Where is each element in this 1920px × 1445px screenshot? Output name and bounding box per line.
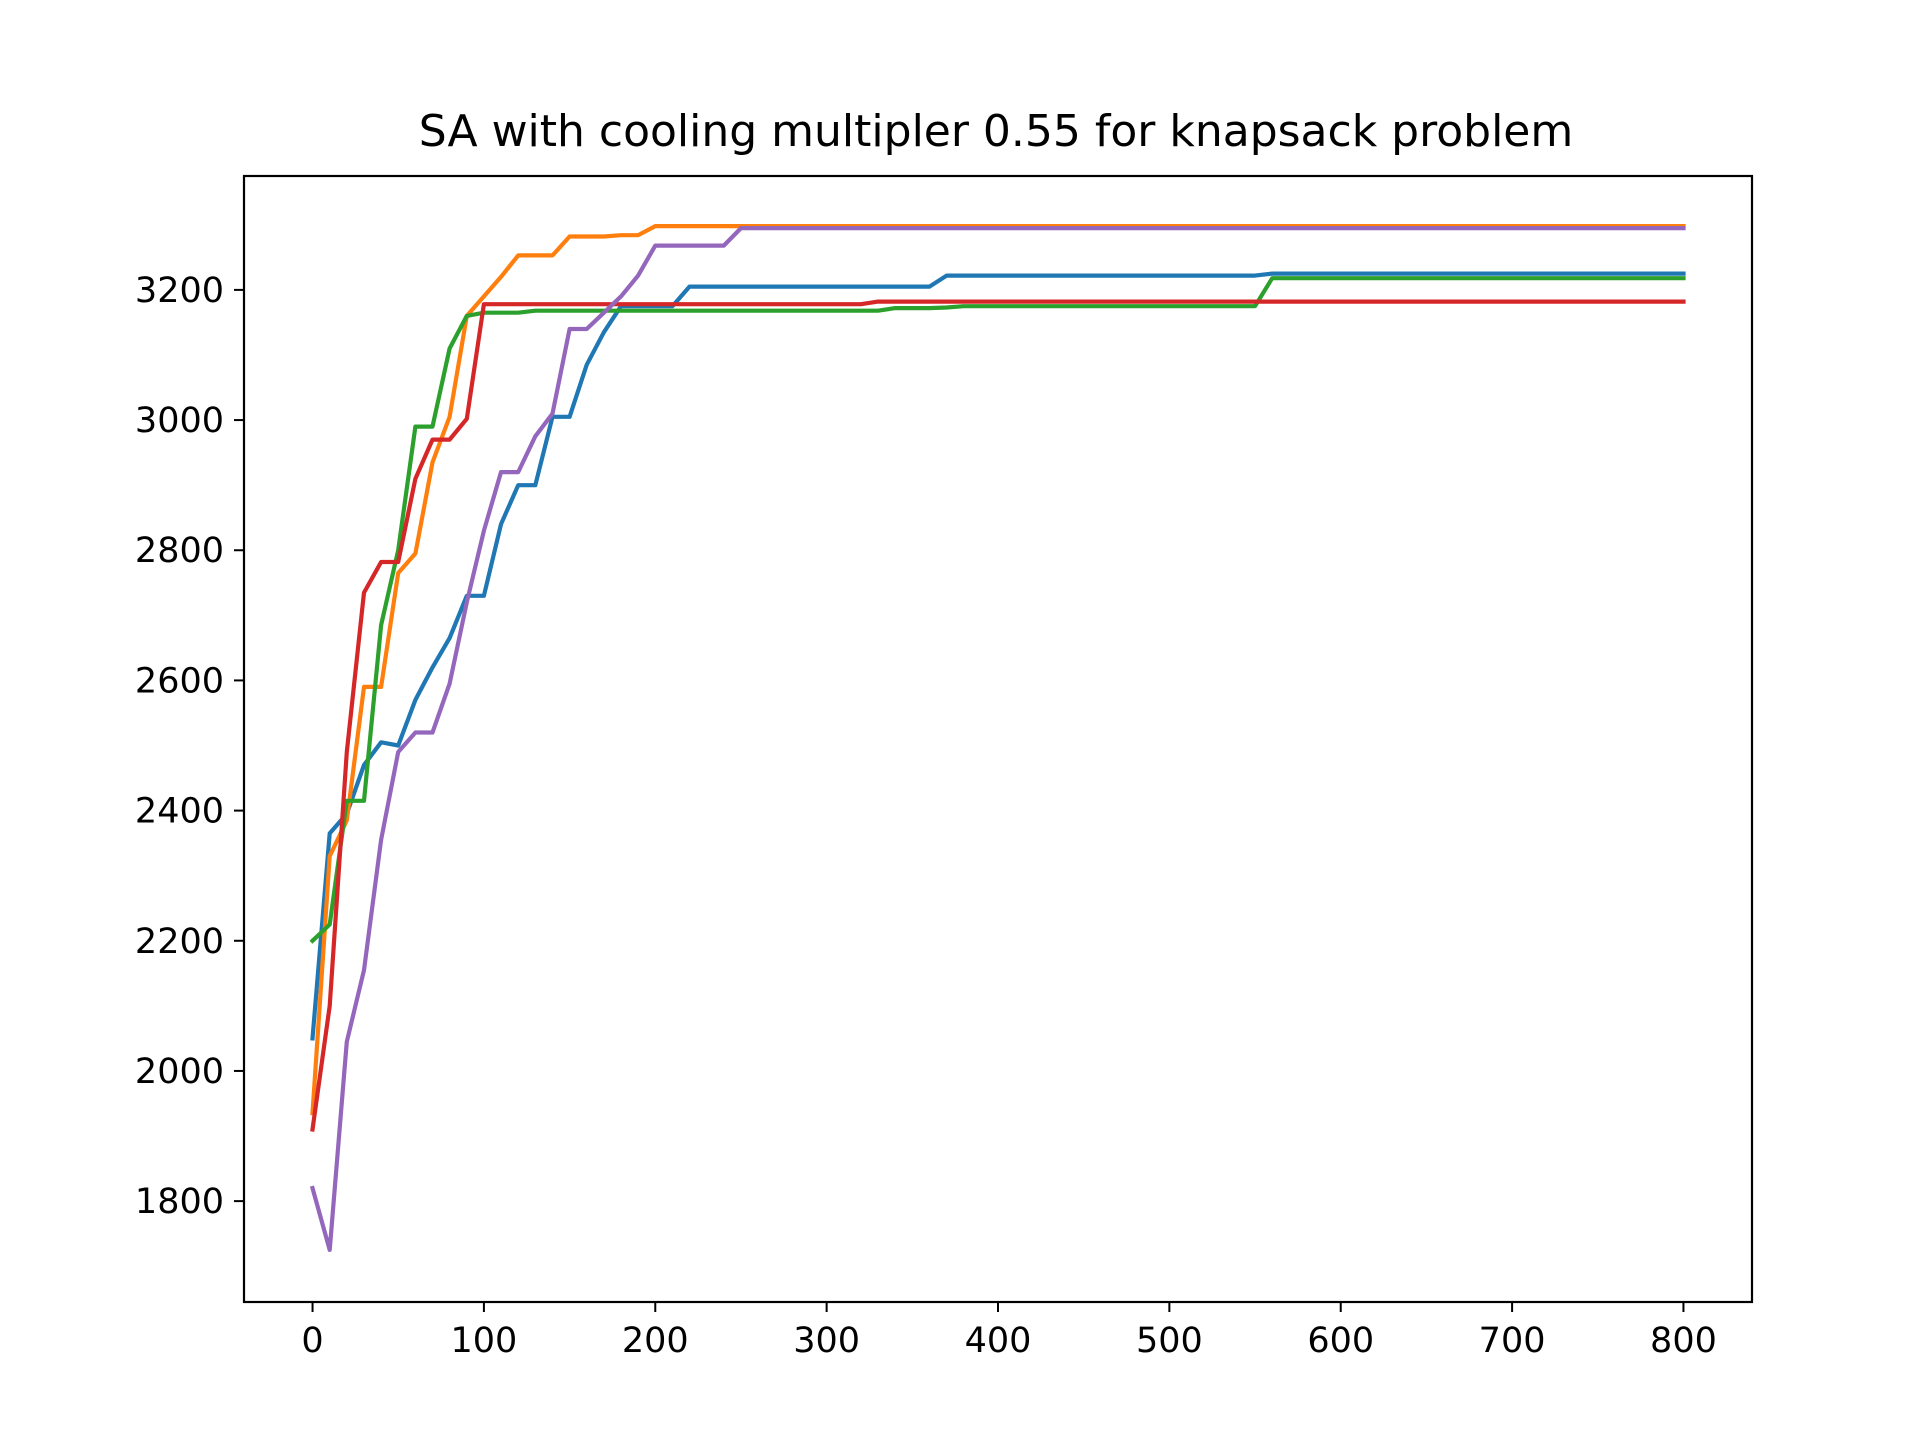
x-tick-label: 300: [793, 1321, 860, 1361]
series-line-4: [310, 299, 1686, 1132]
series-line-1: [310, 271, 1686, 1041]
y-tick-label: 3000: [135, 401, 224, 441]
x-tick-label: 600: [1307, 1321, 1374, 1361]
y-tick-label: 2600: [135, 661, 224, 701]
x-tick-label: 200: [622, 1321, 689, 1361]
x-tick-label: 400: [965, 1321, 1032, 1361]
x-tick-label: 0: [301, 1321, 323, 1361]
series-line-3: [309, 276, 1686, 944]
y-tick-label: 1800: [135, 1182, 224, 1222]
x-tick-label: 100: [451, 1321, 518, 1361]
x-tick-label: 700: [1479, 1321, 1546, 1361]
x-tick-label: 500: [1136, 1321, 1203, 1361]
y-tick-label: 3200: [135, 271, 224, 311]
y-tick-label: 2200: [135, 922, 224, 962]
chart-title: SA with cooling multipler 0.55 for knaps…: [419, 106, 1574, 157]
plot-area: 0 100 200 300 400 500 600 700 800 1800 2000 2200 240…: [135, 174, 1754, 1361]
y-tick-label: 2800: [135, 531, 224, 571]
x-tick-label: 800: [1650, 1321, 1717, 1361]
y-tick-label: 2400: [135, 792, 224, 832]
y-tick-label: 2000: [135, 1052, 224, 1092]
series-line-5: [309, 226, 1686, 1253]
